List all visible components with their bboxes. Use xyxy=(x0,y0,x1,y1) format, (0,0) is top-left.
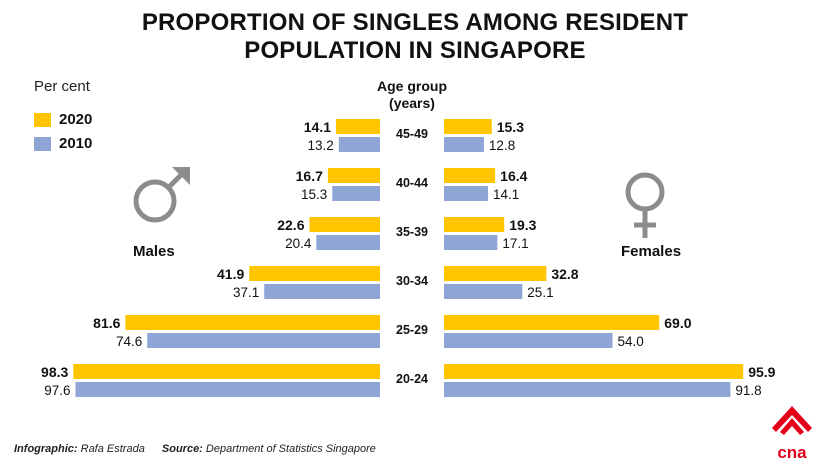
value-label-females-2010-35-39: 17.1 xyxy=(502,236,528,251)
bar-females-2010-45-49 xyxy=(444,137,484,152)
cna-logo-text: cna xyxy=(777,443,807,462)
bar-females-2010-35-39 xyxy=(444,235,498,250)
footer-credits: Infographic: Rafa Estrada Source: Depart… xyxy=(14,443,390,455)
bar-females-2010-25-29 xyxy=(444,333,613,348)
source-value: Department of Statistics Singapore xyxy=(205,443,376,455)
bar-females-2020-35-39 xyxy=(444,217,505,232)
age-group-label-25-29: 25-29 xyxy=(396,323,428,337)
legend-item-2010: 2010 xyxy=(34,135,92,152)
bar-males-2020-35-39 xyxy=(309,217,380,232)
value-label-females-2010-25-29: 54.0 xyxy=(617,334,643,349)
bar-females-2020-45-49 xyxy=(444,119,492,134)
cna-logo: cna xyxy=(772,406,812,462)
axis-title-line-1: Age group xyxy=(377,78,447,94)
chart-title-line-1: PROPORTION OF SINGLES AMONG RESIDENT xyxy=(141,9,689,36)
legend-label-2020: 2020 xyxy=(59,111,93,128)
value-label-females-2010-40-44: 14.1 xyxy=(493,187,519,202)
bar-males-2020-25-29 xyxy=(125,315,381,330)
bar-males-2010-40-44 xyxy=(332,186,380,201)
value-label-males-2010-40-44: 15.3 xyxy=(301,187,327,202)
value-label-males-2010-30-34: 37.1 xyxy=(233,285,259,300)
bar-males-2020-40-44 xyxy=(327,168,380,183)
infographic-credit-value: Rafa Estrada xyxy=(80,443,145,455)
value-label-males-2020-45-49: 14.1 xyxy=(304,119,331,135)
male-symbol-icon xyxy=(133,167,190,223)
bar-females-2020-20-24 xyxy=(444,364,744,379)
value-label-females-2010-20-24: 91.8 xyxy=(735,383,761,398)
bar-females-2010-20-24 xyxy=(444,382,731,397)
age-group-label-40-44: 40-44 xyxy=(396,176,428,190)
bar-males-2010-20-24 xyxy=(75,382,380,397)
age-group-label-20-24: 20-24 xyxy=(396,372,428,386)
value-label-females-2020-25-29: 69.0 xyxy=(664,315,691,331)
value-label-females-2010-45-49: 12.8 xyxy=(489,138,515,153)
bar-males-2020-45-49 xyxy=(336,119,380,134)
value-label-males-2020-20-24: 98.3 xyxy=(41,364,68,380)
males-label: Males xyxy=(133,243,175,260)
value-label-females-2020-20-24: 95.9 xyxy=(748,364,775,380)
age-group-label-35-39: 35-39 xyxy=(396,225,428,239)
bar-males-2010-30-34 xyxy=(264,284,380,299)
age-group-label-45-49: 45-49 xyxy=(396,127,428,141)
bar-males-2020-20-24 xyxy=(73,364,380,379)
age-group-label-30-34: 30-34 xyxy=(396,274,428,288)
axis-title-line-2: (years) xyxy=(389,95,435,111)
unit-label: Per cent xyxy=(34,78,90,95)
bar-females-2010-40-44 xyxy=(444,186,488,201)
value-label-females-2020-40-44: 16.4 xyxy=(500,168,527,184)
bar-males-2010-35-39 xyxy=(316,235,380,250)
chart-title-line-2: POPULATION IN SINGAPORE xyxy=(244,37,586,64)
bar-females-2010-30-34 xyxy=(444,284,523,299)
legend-label-2010: 2010 xyxy=(59,135,93,152)
legend-swatch-2020 xyxy=(34,112,51,127)
value-label-females-2020-45-49: 15.3 xyxy=(497,119,524,135)
females-label: Females xyxy=(621,243,682,260)
value-label-males-2020-35-39: 22.6 xyxy=(277,217,304,233)
bar-males-2010-45-49 xyxy=(338,137,380,152)
value-label-males-2020-25-29: 81.6 xyxy=(93,315,120,331)
infographic-credit-label: Infographic: xyxy=(14,443,78,455)
legend-item-2020: 2020 xyxy=(34,111,92,128)
value-label-males-2010-35-39: 20.4 xyxy=(285,236,312,251)
value-label-females-2020-30-34: 32.8 xyxy=(551,266,578,282)
bar-males-2010-25-29 xyxy=(147,333,380,348)
bar-females-2020-30-34 xyxy=(444,266,547,281)
legend-swatch-2010 xyxy=(34,136,51,151)
source-label: Source: xyxy=(161,443,203,455)
bar-females-2020-40-44 xyxy=(444,168,496,183)
bar-females-2020-25-29 xyxy=(444,315,660,330)
value-label-males-2010-25-29: 74.6 xyxy=(116,334,142,349)
value-label-females-2020-35-39: 19.3 xyxy=(509,217,536,233)
value-label-males-2020-40-44: 16.7 xyxy=(296,168,323,184)
bar-males-2020-30-34 xyxy=(249,266,380,281)
value-label-males-2020-30-34: 41.9 xyxy=(217,266,244,282)
value-label-males-2010-20-24: 97.6 xyxy=(44,383,70,398)
value-label-females-2010-30-34: 25.1 xyxy=(527,285,553,300)
age-group-axis-title: Age group (years) xyxy=(360,78,464,112)
value-label-males-2010-45-49: 13.2 xyxy=(308,138,334,153)
female-symbol-icon xyxy=(625,172,665,238)
